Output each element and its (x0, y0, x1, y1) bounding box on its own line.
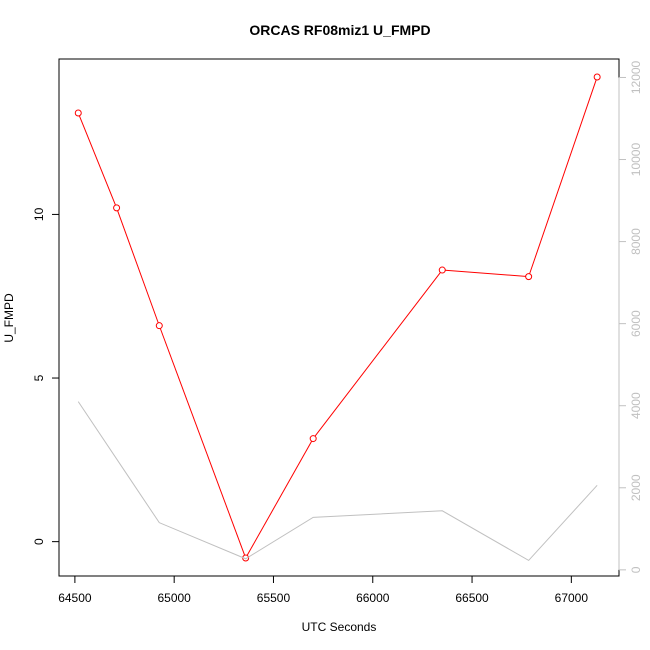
y-tick-label: 10 (32, 207, 46, 221)
y2-tick-label: 0 (629, 566, 643, 573)
series-0-segment (529, 79, 597, 274)
x-tick-label: 64500 (58, 591, 92, 605)
x-axis: 64500 65000 65500 66000 66500 67000 (58, 575, 589, 605)
series-layer (74, 73, 601, 562)
y-tick-label: 0 (32, 538, 46, 545)
x-tick-label: 66500 (455, 591, 489, 605)
y2-tick-label: 4000 (629, 392, 643, 419)
series-0-segment (314, 272, 441, 437)
series-0-point (113, 204, 121, 212)
series-0-segment (445, 269, 526, 277)
series-0-point (593, 73, 601, 81)
y-axis-label: U_FMPD (2, 293, 16, 343)
x-axis-label: UTC Seconds (302, 620, 377, 634)
y-axis-right: 0 2000 4000 6000 8000 10000 12000 (618, 60, 643, 573)
series-0-point (155, 322, 163, 330)
y2-tick-label: 12000 (629, 60, 643, 94)
series-1-line (77, 401, 598, 562)
series-0-point (309, 435, 317, 443)
x-tick-label: 65000 (157, 591, 191, 605)
series-0-segment (78, 115, 116, 206)
series-0-point (525, 273, 533, 281)
x-tick-label: 65500 (257, 591, 291, 605)
series-0-point (74, 109, 82, 117)
x-tick-label: 66000 (356, 591, 390, 605)
x-tick-label: 67000 (555, 591, 589, 605)
y2-tick-label: 2000 (629, 474, 643, 501)
y2-tick-label: 10000 (629, 143, 643, 177)
y-tick-label: 5 (32, 374, 46, 381)
series-0-segment (117, 210, 159, 324)
y2-tick-label: 6000 (629, 310, 643, 337)
series-0-segment (246, 440, 313, 556)
y2-tick-label: 8000 (629, 228, 643, 255)
series-0-point (438, 266, 446, 274)
chart-title: ORCAS RF08miz1 U_FMPD (249, 22, 430, 38)
series-0-segment (159, 328, 246, 556)
y-axis-left: 0 5 10 (32, 207, 60, 545)
